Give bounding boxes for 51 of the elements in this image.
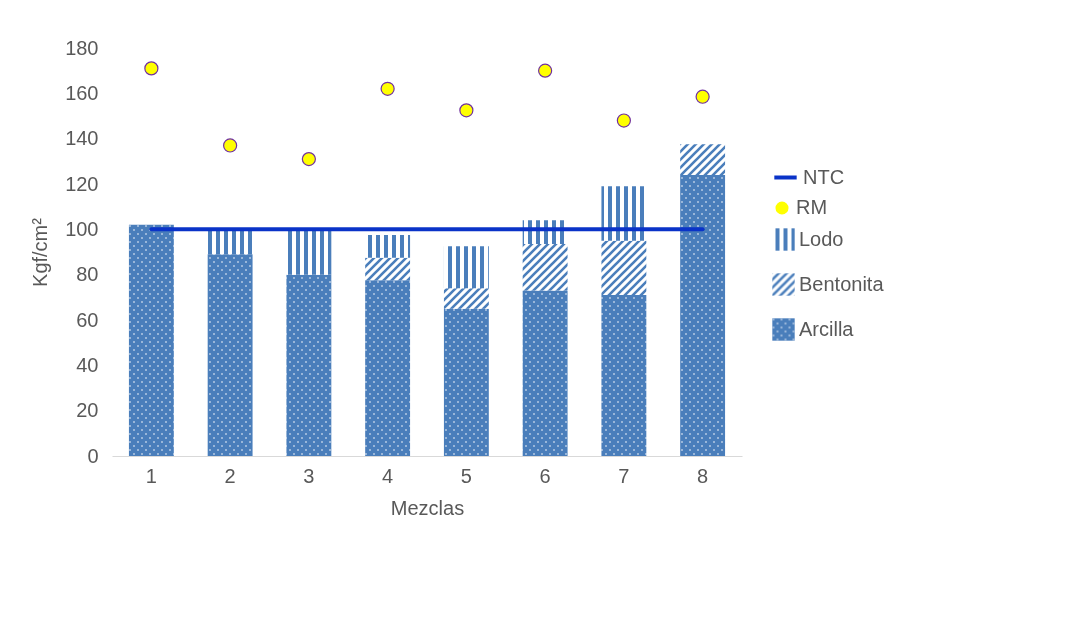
bar <box>522 244 568 291</box>
y-tick-label: 140 <box>65 127 99 150</box>
bar <box>286 274 332 456</box>
y-tick-label: 60 <box>76 308 99 331</box>
x-tick-label: 4 <box>382 464 394 487</box>
bar <box>286 229 332 275</box>
bar <box>601 186 647 241</box>
x-tick-label: 7 <box>618 464 630 487</box>
point <box>459 103 474 118</box>
x-tick-label: 8 <box>697 464 709 487</box>
y-tick-label: 20 <box>76 399 99 422</box>
bar <box>443 308 489 456</box>
bar <box>365 235 411 258</box>
point <box>538 63 553 78</box>
bar <box>680 144 726 175</box>
bar <box>443 288 489 309</box>
bar <box>601 240 647 296</box>
bar <box>601 295 647 456</box>
y-tick-label: 180 <box>65 36 99 59</box>
x-axis-title: Mezclas <box>390 496 465 519</box>
point <box>616 113 631 128</box>
point <box>144 61 159 76</box>
legend-label: Arcilla <box>799 317 855 340</box>
x-tick-label: 6 <box>539 464 551 487</box>
x-tick-label: 5 <box>460 464 472 487</box>
bar <box>365 280 411 456</box>
point <box>380 81 395 96</box>
bar <box>443 246 489 289</box>
point <box>301 151 316 167</box>
legend-label: Lodo <box>799 227 844 250</box>
x-tick-label: 2 <box>224 464 236 487</box>
y-tick-label: 120 <box>65 172 99 195</box>
point <box>223 138 238 153</box>
bar <box>207 229 253 255</box>
legend-label: Bentonita <box>799 272 885 295</box>
x-tick-label: 3 <box>303 464 315 487</box>
y-tick-label: 40 <box>76 353 99 376</box>
legend-label: NTC <box>803 165 845 188</box>
legend-label: RM <box>796 196 828 218</box>
y-tick-label: 0 <box>87 444 99 467</box>
y-tick-label: 80 <box>76 263 99 286</box>
y-tick-label: 160 <box>65 81 99 104</box>
x-tick-label: 1 <box>145 464 157 487</box>
bar <box>365 257 411 281</box>
bar <box>522 290 568 456</box>
bar <box>128 224 174 456</box>
bar <box>680 174 726 456</box>
bar <box>207 254 253 456</box>
y-tick-label: 100 <box>65 217 99 240</box>
y-axis-title: Kgf/cm² <box>29 217 52 287</box>
point <box>695 89 710 104</box>
